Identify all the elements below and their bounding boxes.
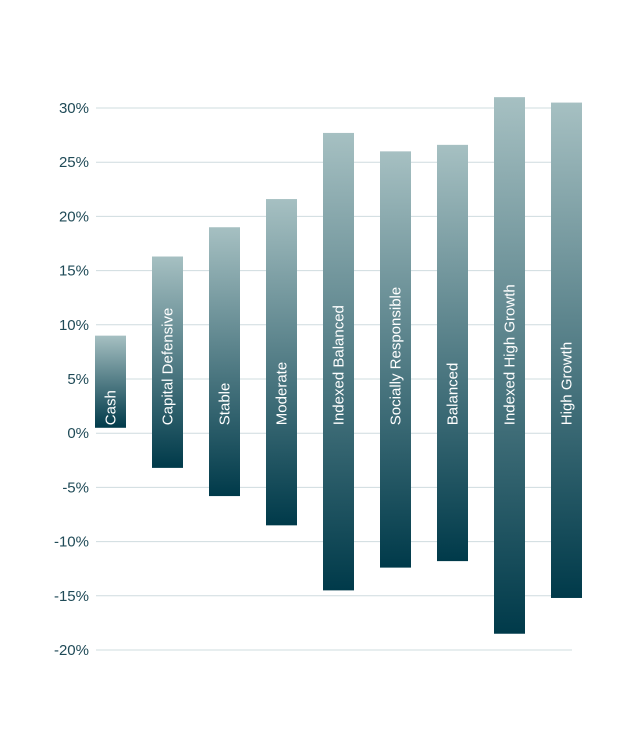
bar-label: Moderate [274, 362, 291, 425]
y-tick-label: 30% [59, 100, 89, 117]
bars [95, 97, 582, 634]
bar-moderate [266, 199, 297, 526]
bar-stable [209, 227, 240, 497]
y-tick-label: 15% [59, 263, 89, 280]
bar-label: Balanced [445, 363, 462, 426]
y-tick-label: 25% [59, 154, 89, 171]
y-tick-label: 20% [59, 208, 89, 225]
y-tick-label: -15% [54, 588, 89, 605]
y-tick-label: 0% [67, 425, 89, 442]
bar-high-growth [551, 102, 582, 598]
bar-label: Indexed High Growth [502, 284, 519, 425]
bar-socially-responsible [380, 151, 411, 568]
bar-label: Socially Responsible [388, 287, 405, 425]
bar-label: High Growth [559, 342, 576, 425]
y-tick-label: -10% [54, 534, 89, 551]
y-tick-label: -5% [62, 479, 89, 496]
bar-label: Capital Defensive [160, 308, 177, 426]
y-axis-tick-labels: 30% 25% 20% 15% 10% 5% 0% -5% -10% -15% -20% [54, 100, 89, 659]
bar-label: Cash [103, 390, 120, 425]
y-tick-label: 10% [59, 317, 89, 334]
bar-cash [95, 335, 126, 428]
y-tick-label: 5% [67, 371, 89, 388]
bar-label: Stable [217, 383, 234, 426]
bar-labels: Cash Capital Defensive Stable Moderate Index… [103, 284, 576, 425]
y-tick-label: -20% [54, 642, 89, 659]
bar-label: Indexed Balanced [331, 305, 348, 425]
bar-capital-defensive [152, 256, 183, 468]
bar-indexed-high-growth [494, 97, 525, 634]
bar-balanced [437, 144, 468, 562]
bar-indexed-balanced [323, 132, 354, 591]
